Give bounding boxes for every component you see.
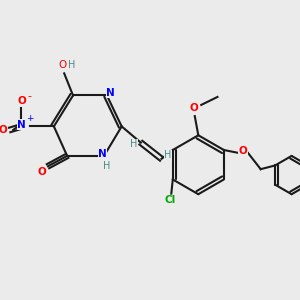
Text: O: O (190, 103, 198, 113)
Text: H: H (103, 161, 110, 171)
Text: N: N (98, 149, 107, 159)
Text: O: O (17, 96, 26, 106)
Text: Cl: Cl (164, 195, 176, 205)
Text: O: O (58, 60, 67, 70)
Text: -: - (28, 91, 32, 101)
Text: N: N (17, 120, 26, 130)
Text: O: O (238, 146, 247, 156)
Text: O: O (37, 167, 46, 176)
Text: H: H (130, 139, 137, 149)
Text: H: H (68, 60, 75, 70)
Text: N: N (106, 88, 115, 98)
Text: +: + (26, 114, 34, 123)
Text: H: H (164, 150, 172, 160)
Text: O: O (0, 125, 8, 135)
